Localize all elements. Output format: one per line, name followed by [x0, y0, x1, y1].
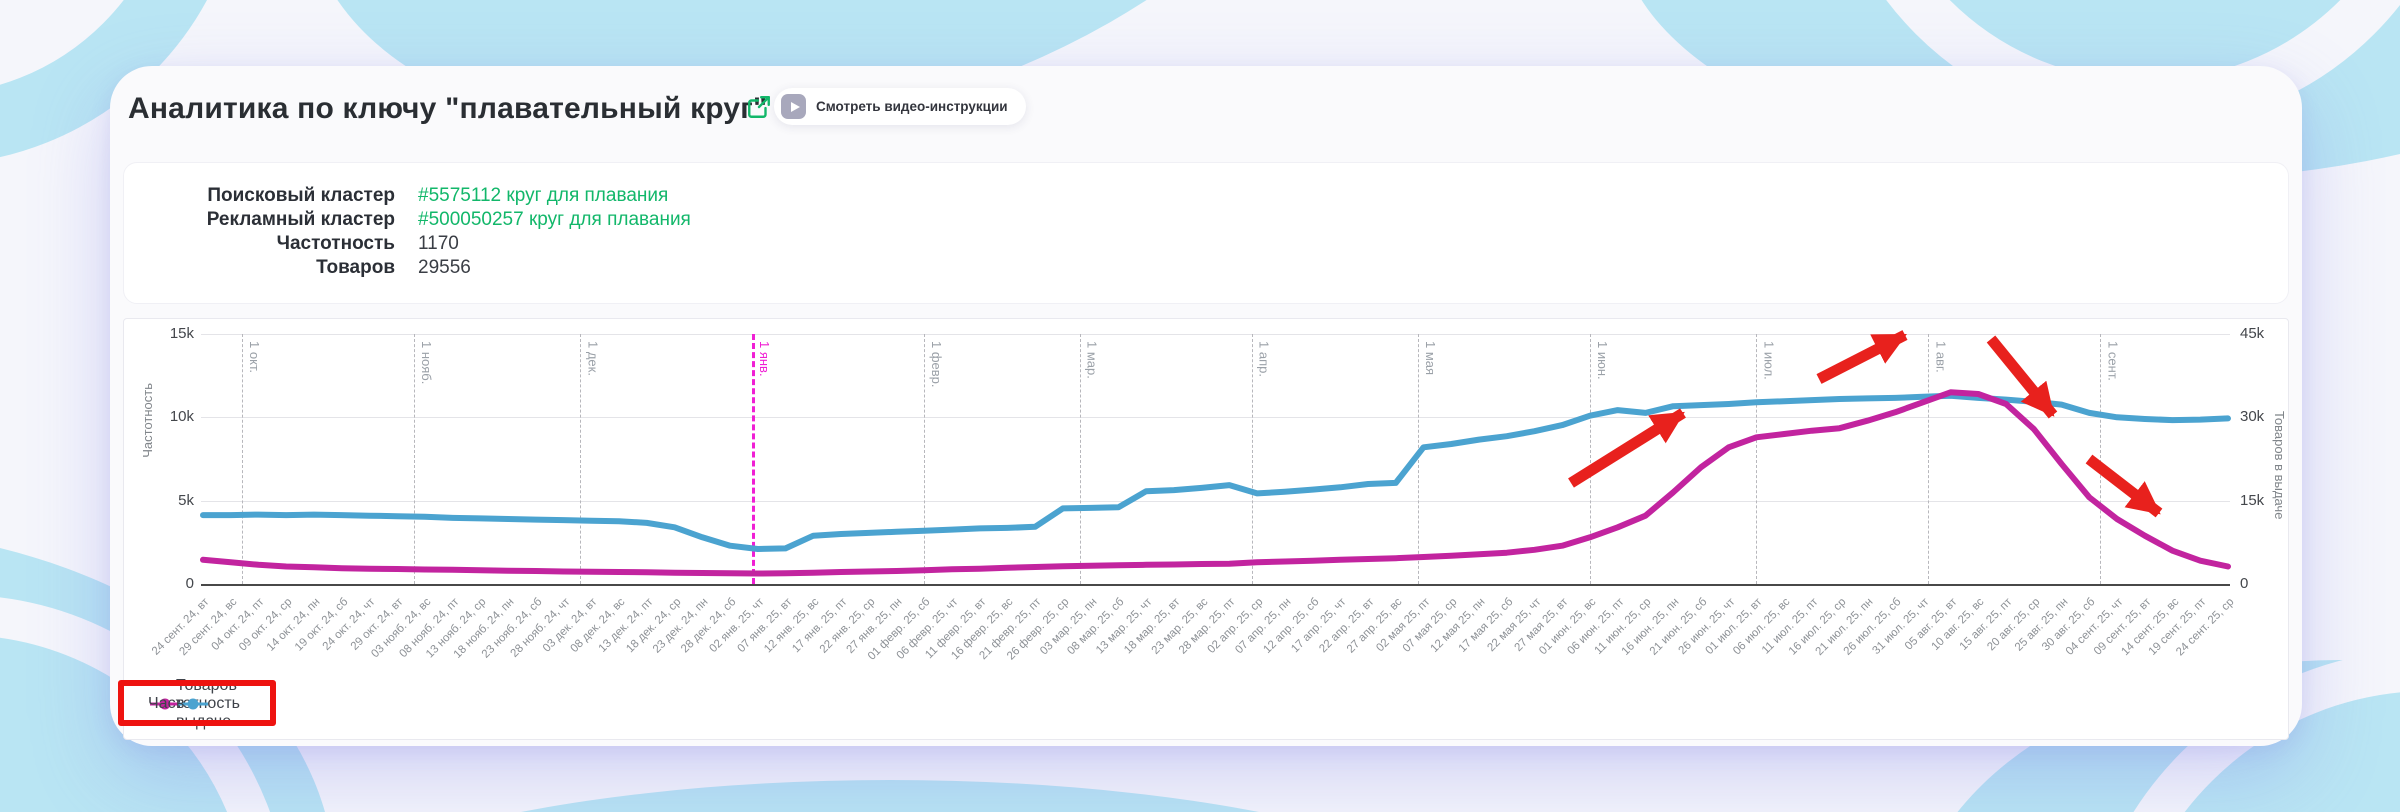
meta-row: Рекламный кластер #500050257 круг для пла…: [124, 208, 2288, 232]
right-axis-title: Товаров в выдаче: [2272, 411, 2287, 520]
y-axis-tick-label-left: 0: [185, 575, 194, 592]
month-label: 1 авг.: [1933, 341, 1949, 373]
meta-label: Поисковый кластер: [207, 185, 395, 206]
meta-label: Частотность: [276, 233, 395, 254]
meta-row: Частотность 1170: [124, 232, 2288, 256]
meta-value: 29556: [418, 257, 471, 278]
month-label: 1 окт.: [246, 341, 262, 374]
series-line-frequency: [200, 389, 2231, 577]
external-link-icon[interactable]: [746, 94, 772, 120]
month-label: 1 февр.: [929, 341, 945, 388]
meta-label: Товаров: [316, 257, 395, 278]
video-instructions-button[interactable]: Смотреть видео-инструкции: [774, 88, 1026, 125]
meta-value: 1170: [418, 233, 459, 254]
cluster-info-panel: Поисковый кластер #5575112 круг для плава…: [123, 162, 2289, 304]
month-label: 1 мар.: [1084, 341, 1100, 379]
month-gridline: [1756, 334, 1758, 584]
month-label: 1 апр.: [1256, 341, 1272, 377]
y-axis-tick-label-right: 30k: [2240, 408, 2265, 426]
legend-marker-icon: [150, 698, 180, 710]
month-label: 1 янв.: [757, 341, 773, 377]
y-axis-tick-label-left: 10k: [169, 408, 194, 426]
y-axis-tick-label-right: 0: [2240, 575, 2249, 592]
legend-label: Товаров в выдаче: [176, 677, 237, 730]
cluster-link[interactable]: #500050257 круг для плавания: [418, 209, 691, 230]
month-label: 1 июн.: [1594, 341, 1610, 380]
analytics-card: Аналитика по ключу "плавательный круг" С…: [110, 66, 2302, 746]
cluster-link[interactable]: #5575112 круг для плавания: [418, 185, 669, 206]
annotation-arrow: [1816, 330, 1908, 384]
month-gridline: [1079, 334, 1081, 584]
y-gridline: [201, 417, 2230, 419]
month-label: 1 нояб.: [418, 341, 434, 385]
month-label: 1 дек.: [585, 341, 601, 376]
x-axis-line: [201, 584, 2230, 586]
y-axis-tick-label-left: 5k: [178, 491, 194, 509]
month-gridline: [1589, 334, 1591, 584]
month-label: 1 мая: [1423, 341, 1438, 376]
page-title: Аналитика по ключу "плавательный круг": [128, 92, 768, 125]
y-gridline: [201, 500, 2230, 502]
annotation-arrow: [1986, 335, 2058, 419]
month-gridline: [1928, 334, 1930, 584]
y-axis-tick-label-left: 15k: [169, 325, 194, 342]
meta-row: Поисковый кластер #5575112 круг для плава…: [124, 184, 2288, 208]
month-gridline: [1251, 334, 1253, 584]
play-icon: [781, 94, 806, 119]
month-label: 1 июл.: [1761, 341, 1777, 380]
meta-row: Товаров 29556: [124, 256, 2288, 280]
legend-marker-icon: [178, 698, 208, 710]
chart-panel: Частотность Товаров в выдаче 0 0 5k 15k 10k 3…: [118, 318, 2289, 740]
series-line-products: [200, 392, 2231, 552]
y-gridline: [201, 334, 2230, 335]
chart-series-layer: [200, 330, 2231, 577]
annotation-arrow: [1568, 408, 1686, 488]
january-highlight-line: [752, 334, 756, 584]
month-gridline: [580, 334, 582, 584]
month-gridline: [241, 334, 243, 584]
month-gridline: [1418, 334, 1419, 584]
y-axis-tick-label-right: 15k: [2240, 491, 2265, 509]
month-label: 1 сент.: [2105, 341, 2121, 381]
month-gridline: [2100, 334, 2102, 584]
video-button-label: Смотреть видео-инструкции: [816, 99, 1008, 114]
month-gridline: [413, 334, 415, 584]
y-axis-tick-label-right: 45k: [2240, 325, 2265, 342]
month-gridline: [924, 334, 926, 584]
meta-label: Рекламный кластер: [206, 209, 395, 230]
